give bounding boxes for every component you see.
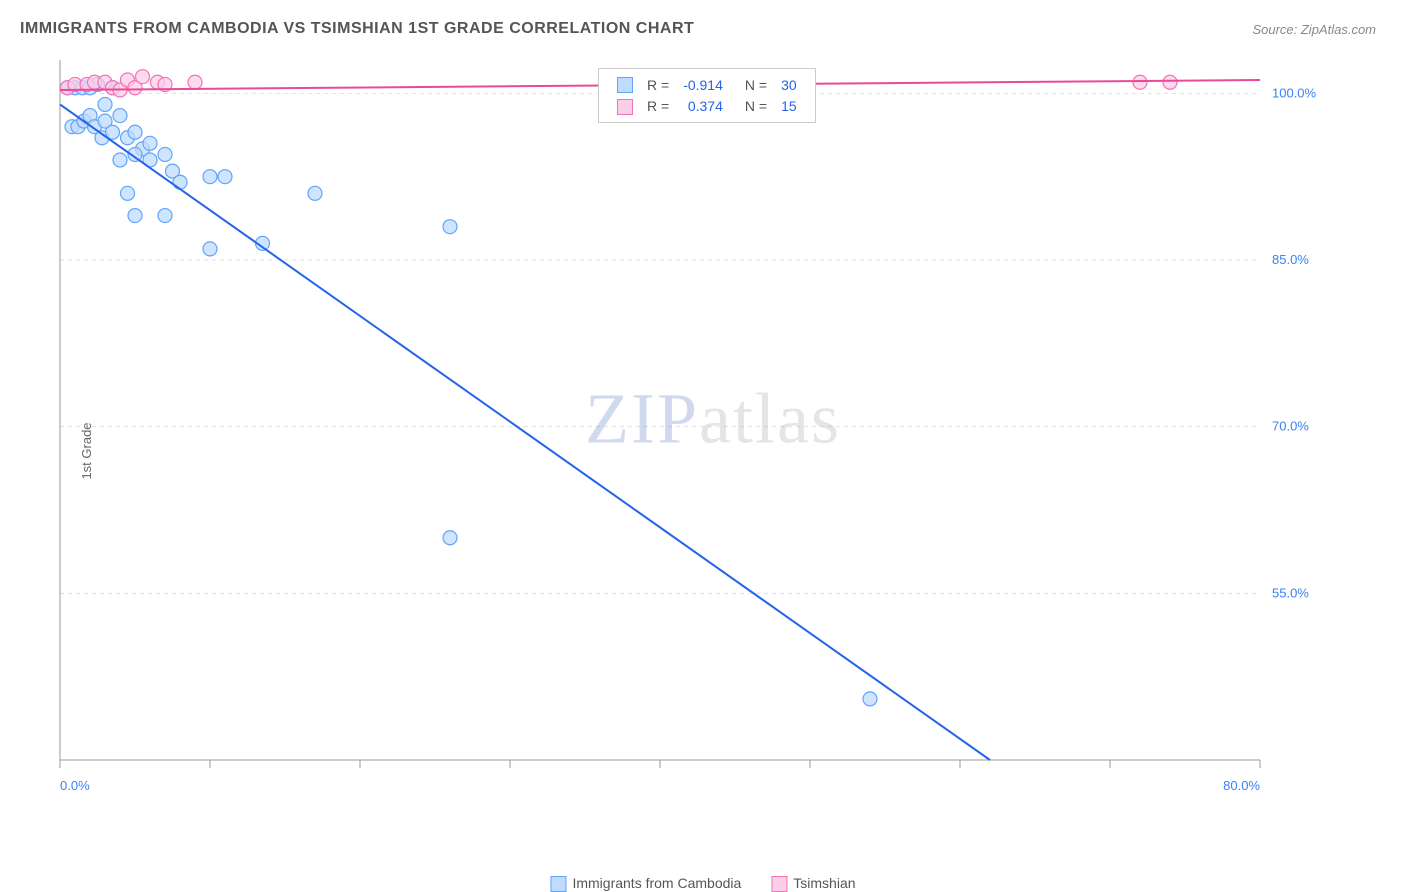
chart-title: IMMIGRANTS FROM CAMBODIA VS TSIMSHIAN 1S… bbox=[20, 20, 694, 38]
n-label: N = bbox=[731, 75, 773, 94]
svg-text:85.0%: 85.0% bbox=[1272, 252, 1309, 267]
svg-text:0.0%: 0.0% bbox=[60, 778, 90, 793]
svg-text:55.0%: 55.0% bbox=[1272, 585, 1309, 600]
legend-stats-row: R =-0.914N =30 bbox=[611, 75, 803, 94]
legend-item: Immigrants from Cambodia bbox=[550, 875, 741, 892]
source-label: Source: ZipAtlas.com bbox=[1252, 22, 1376, 37]
legend-stats-table: R =-0.914N =30R =0.374N =15 bbox=[609, 73, 805, 118]
r-label: R = bbox=[641, 75, 675, 94]
y-axis-label: 1st Grade bbox=[79, 422, 94, 479]
scatter-chart: 55.0% 70.0% 85.0% 100.0% 0.0% 80.0% bbox=[50, 50, 1350, 820]
r-value: -0.914 bbox=[677, 75, 729, 94]
n-value: 15 bbox=[775, 96, 803, 115]
legend-bottom: Immigrants from Cambodia Tsimshian bbox=[550, 875, 855, 892]
r-label: R = bbox=[641, 96, 675, 115]
legend-item: Tsimshian bbox=[771, 875, 855, 892]
legend-stats-box: R =-0.914N =30R =0.374N =15 bbox=[598, 68, 816, 123]
legend-swatch bbox=[617, 77, 633, 93]
legend-swatch bbox=[550, 876, 566, 892]
legend-label: Tsimshian bbox=[793, 875, 855, 891]
legend-stats-row: R =0.374N =15 bbox=[611, 96, 803, 115]
n-value: 30 bbox=[775, 75, 803, 94]
svg-text:70.0%: 70.0% bbox=[1272, 419, 1309, 434]
svg-text:100.0%: 100.0% bbox=[1272, 85, 1317, 100]
legend-label: Immigrants from Cambodia bbox=[572, 875, 741, 891]
n-label: N = bbox=[731, 96, 773, 115]
chart-area: 1st Grade 55.0% 70.0% 85.0% 100.0% 0.0% 80.0%… bbox=[50, 50, 1376, 852]
legend-swatch bbox=[617, 99, 633, 115]
legend-swatch bbox=[771, 876, 787, 892]
r-value: 0.374 bbox=[677, 96, 729, 115]
svg-text:80.0%: 80.0% bbox=[1223, 778, 1260, 793]
